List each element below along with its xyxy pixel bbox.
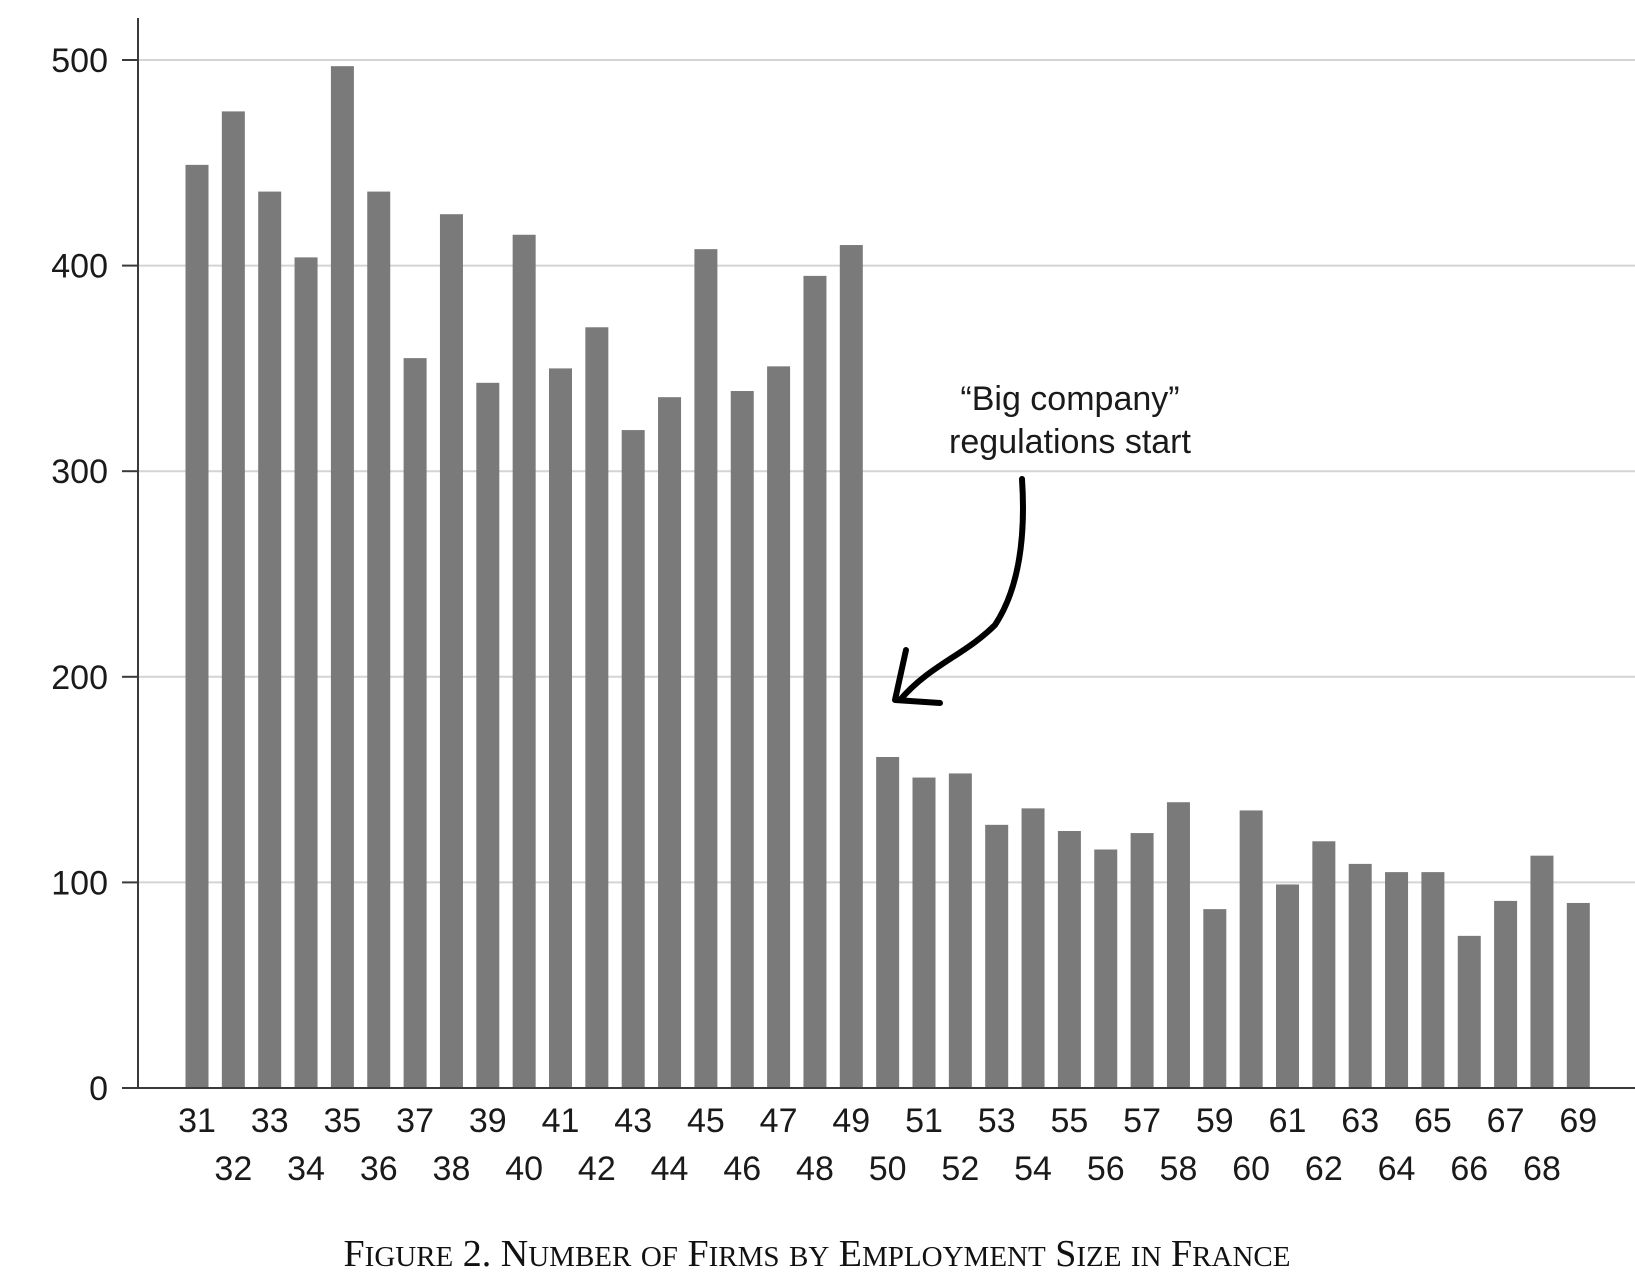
x-tick-label: 56 [1087,1150,1125,1188]
bar-36 [367,191,391,1089]
bar-59 [1203,909,1227,1088]
x-tick-label: 39 [469,1102,507,1140]
x-tick-label: 68 [1523,1150,1561,1188]
bar-33 [258,191,282,1089]
bar-49 [839,245,863,1089]
x-tick-label: 45 [687,1102,725,1140]
annotation-line-2: regulations start [949,423,1191,461]
bar-62 [1312,841,1336,1088]
x-tick-label: 48 [796,1150,834,1188]
x-tick-label: 65 [1414,1102,1452,1140]
x-tick-label: 47 [760,1102,798,1140]
bar-40 [512,234,536,1088]
bar-68 [1530,855,1554,1088]
x-tick-label: 46 [723,1150,761,1188]
bar-35 [330,66,354,1089]
bar-66 [1457,935,1481,1088]
y-tick-label: 300 [51,453,108,491]
x-tick-labels: 31 32 33 34 35 36 37 38 39 40 41 42 43 44 45 46 47 48 49 50… [178,1102,1597,1188]
annotation-arrow-shaft [897,476,1026,703]
bar-63 [1348,863,1372,1088]
x-tick-label: 66 [1450,1150,1488,1188]
bar-32 [221,111,245,1088]
x-tick-label: 67 [1487,1102,1525,1140]
x-tick-label: 35 [323,1102,361,1140]
x-tick-label: 31 [178,1102,216,1140]
x-tick-label: 55 [1050,1102,1088,1140]
y-tick-labels: 0 100 200 300 400 500 [51,42,108,1108]
x-tick-label: 59 [1196,1102,1234,1140]
x-tick-label: 60 [1232,1150,1270,1188]
x-tick-label: 40 [505,1150,543,1188]
bar-48 [803,275,827,1088]
bar-54 [1021,808,1045,1088]
bar-43 [621,430,645,1089]
caption-title: FIGURE 2. NUMBER OF FIRMS BY EMPLOYMENT … [344,1233,1291,1275]
x-tick-label: 62 [1305,1150,1343,1188]
x-tick-label: 34 [287,1150,325,1188]
x-tick-label: 32 [214,1150,252,1188]
x-tick-label: 57 [1123,1102,1161,1140]
bar-42 [585,327,609,1088]
x-tick-label: 51 [905,1102,943,1140]
bar-65 [1421,872,1445,1088]
x-tick-label: 50 [869,1150,907,1188]
x-tick-label: 63 [1341,1102,1379,1140]
bar-69 [1566,902,1590,1088]
y-tick-label: 200 [51,659,108,697]
y-tick-label: 400 [51,248,108,286]
bar-57 [1130,833,1154,1088]
bar-56 [1094,849,1118,1088]
bar-37 [403,358,427,1088]
bar-53 [985,824,1009,1088]
bar-67 [1494,900,1518,1088]
y-tick-label: 0 [89,1070,108,1108]
y-tick-label: 500 [51,42,108,80]
axes [122,18,1635,1089]
bar-41 [549,368,572,1088]
x-tick-label: 64 [1378,1150,1416,1188]
x-tick-label: 42 [578,1150,616,1188]
bar-50 [876,756,900,1088]
x-tick-label: 44 [651,1150,689,1188]
bar-45 [694,249,718,1089]
x-tick-label: 61 [1269,1102,1307,1140]
bar-38 [439,214,463,1088]
x-tick-label: 37 [396,1102,434,1140]
annotation-arrow-head [892,647,943,706]
bar-51 [912,777,936,1088]
bar-64 [1385,872,1409,1088]
x-tick-label: 33 [251,1102,289,1140]
bar-58 [1166,802,1190,1088]
bar-52 [948,773,972,1088]
bar-61 [1276,884,1299,1088]
x-tick-label: 53 [978,1102,1016,1140]
x-tick-label: 69 [1559,1102,1597,1140]
bar-39 [476,382,500,1088]
x-tick-label: 41 [542,1102,580,1140]
bar-47 [767,366,791,1088]
y-tick-label: 100 [51,864,108,902]
x-tick-label: 49 [832,1102,870,1140]
bar-44 [658,397,682,1089]
bar-34 [294,257,318,1089]
x-tick-label: 43 [614,1102,652,1140]
figure-caption: FIGURE 2. NUMBER OF FIRMS BY EMPLOYMENT … [344,1233,1291,1275]
x-tick-label: 38 [433,1150,471,1188]
x-tick-label: 52 [941,1150,979,1188]
x-tick-label: 58 [1160,1150,1198,1188]
annotation: “Big company” regulations start [892,380,1192,706]
bar-55 [1057,831,1081,1088]
annotation-line-1: “Big company” [960,380,1179,418]
bar-46 [730,391,754,1088]
bars [185,66,1590,1089]
x-tick-label: 36 [360,1150,398,1188]
bar-60 [1239,810,1263,1088]
x-tick-label: 54 [1014,1150,1052,1188]
bar-31 [185,164,209,1088]
